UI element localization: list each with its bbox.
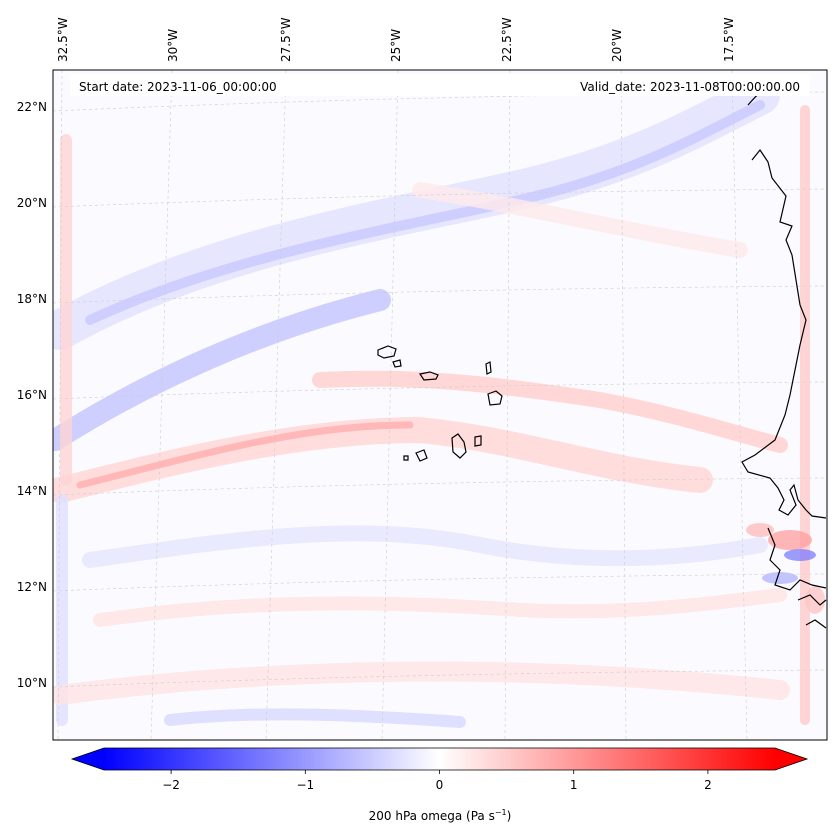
start-date-label: Start date: 2023-11-06_00:00:00	[79, 80, 277, 94]
lat-label-14n: 14°N	[17, 484, 47, 498]
omega-field	[53, 75, 825, 728]
map-background	[53, 70, 827, 740]
guinea-bissau-coast	[797, 594, 827, 629]
omega-south-red-bottom	[53, 661, 790, 705]
valid-date-label: Valid_date: 2023-11-08T00:00:00.00	[580, 80, 800, 94]
map-header-band	[70, 74, 810, 96]
colorbar-tick-label: 1	[570, 778, 578, 792]
graticule	[53, 70, 827, 740]
lat-label-20n: 20°N	[17, 196, 47, 210]
island-sao-vicente	[392, 359, 402, 368]
colorbar-label-suffix: )	[507, 809, 512, 823]
colorbar-tick-label: 0	[436, 778, 444, 792]
island-sal	[485, 361, 492, 375]
cape-verde-islands	[377, 345, 503, 462]
lat-label-16n: 16°N	[17, 388, 47, 402]
senegal-coast-lower	[767, 527, 827, 591]
omega-south-wave-blue	[82, 525, 768, 568]
colorbar-tick-label: 2	[704, 778, 712, 792]
omega-south-blue-bottom	[164, 708, 466, 728]
omega-band-blue-mid	[53, 289, 391, 451]
island-boa-vista	[487, 390, 503, 406]
colorbar-extend-high	[775, 748, 807, 770]
omega-coastal-cluster	[746, 523, 825, 614]
lon-label-32-5w: 32.5°W	[56, 17, 70, 62]
colorbar-label-prefix: 200 hPa omega (Pa s	[369, 809, 495, 823]
colorbar-label: 200 hPa omega (Pa s−1)	[369, 808, 512, 823]
latitude-labels: 22°N 20°N 18°N 16°N 14°N 12°N 10°N	[17, 100, 47, 690]
lon-label-20w: 20°W	[610, 29, 624, 62]
omega-band-red-north	[412, 182, 748, 258]
map-frame	[52, 69, 828, 741]
island-santiago	[451, 433, 467, 459]
colorbar-outline	[70, 747, 809, 771]
island-santo-antao	[377, 345, 397, 359]
longitude-labels: 32.5°W 30°W 27.5°W 25°W 22.5°W 20°W 17.5…	[56, 17, 736, 62]
omega-band-red-16n	[312, 370, 788, 453]
lat-label-18n: 18°N	[17, 292, 47, 306]
map-panel: Start date: 2023-11-06_00:00:00 Valid_da…	[52, 69, 828, 741]
lon-label-27-5w: 27.5°W	[279, 17, 293, 62]
lon-label-30w: 30°W	[166, 29, 180, 62]
colorbar: −2 −1 0 1 2 200 hPa omega (Pa s−1)	[70, 747, 809, 823]
omega-south-wave-red	[93, 588, 787, 627]
island-fogo	[415, 449, 428, 462]
lat-label-10n: 10°N	[17, 676, 47, 690]
lon-label-17-5w: 17.5°W	[722, 17, 736, 62]
lat-label-12n: 12°N	[17, 580, 47, 594]
lat-label-22n: 22°N	[17, 100, 47, 114]
colorbar-tick-label: −1	[296, 778, 314, 792]
colorbar-tick-label: −2	[162, 778, 180, 792]
colorbar-gradient	[104, 748, 775, 770]
colorbar-extend-low	[72, 748, 104, 770]
lon-label-22-5w: 22.5°W	[500, 17, 514, 62]
island-maio	[474, 435, 482, 447]
lon-label-25w: 25°W	[389, 29, 403, 62]
omega-band-north-blue	[53, 75, 780, 350]
colorbar-label-exponent: −1	[495, 808, 507, 817]
colorbar-ticks: −2 −1 0 1 2	[162, 770, 712, 792]
omega-arc-red-core	[76, 421, 414, 489]
island-sao-nicolau	[419, 371, 439, 381]
island-brava	[403, 455, 409, 461]
